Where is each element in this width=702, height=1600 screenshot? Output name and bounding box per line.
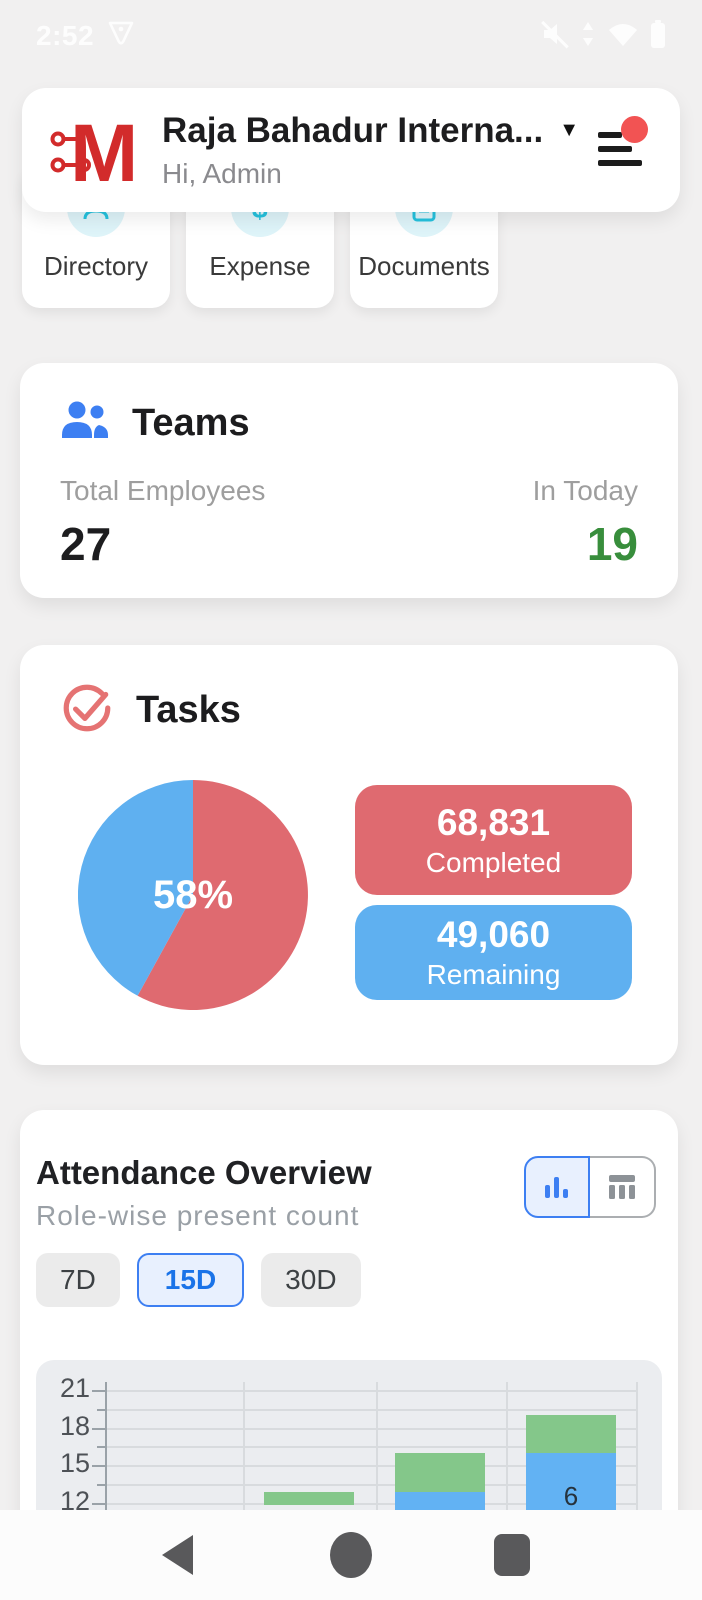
vpn-shield-icon [106,18,136,55]
bar-segment-green [264,1491,354,1505]
tasks-pie-chart [77,780,308,1010]
completed-pill: 68,831 Completed [355,785,632,895]
view-toggle [524,1156,656,1218]
h-gridline [105,1484,636,1487]
company-name: Raja Bahadur Interna... [162,110,544,150]
y-axis-label: 21 [59,1372,90,1403]
header-card: M Raja Bahadur Interna... ▼ Hi, Admin [22,88,680,212]
bar-chart-icon [545,1177,568,1198]
y-axis-line [105,1382,107,1512]
table-view-button[interactable] [590,1156,656,1218]
back-button[interactable] [162,1535,193,1575]
logo-circuit [50,129,91,173]
y-axis-label: 18 [59,1410,90,1441]
android-nav-bar [0,1510,702,1600]
attendance-title: Attendance Overview [36,1154,372,1191]
bar-segment-green [395,1452,485,1492]
table-icon [609,1175,635,1199]
status-time: 2:52 [36,20,95,51]
logo-m: M [70,108,138,195]
attendance-subtitle: Role-wise present count [36,1200,360,1231]
bar-chart-view-button[interactable] [524,1156,590,1218]
total-employees-stat: Total Employees 27 [60,475,265,571]
v-gridline [376,1382,378,1512]
v-gridline [506,1382,508,1512]
minor-tick [97,1446,105,1449]
remaining-pill: 49,060 Remaining [355,905,632,1000]
h-gridline [105,1408,636,1411]
action-label: Expense [209,251,311,281]
pie-percent-label: 58% [152,872,234,917]
bar-segment-green [526,1415,616,1453]
bar-segment-blue [395,1491,485,1512]
greeting-text: Hi, Admin [162,157,282,189]
tasks-check-icon [60,681,114,740]
attendance-card: Attendance Overview Role-wise present co… [20,1110,678,1600]
major-tick [92,1503,105,1505]
teams-title: Teams [132,402,250,444]
h-gridline [105,1446,636,1449]
bar-segment-label: 6 [563,1481,579,1512]
teams-people-icon [60,399,110,448]
menu-bar [598,132,622,138]
action-label: Documents [358,251,490,281]
action-label: Directory [43,251,148,281]
minor-tick [97,1408,105,1411]
company-selector[interactable]: Raja Bahadur Interna... ▼ Hi, Admin [162,111,598,190]
pie-slice-remaining [77,780,193,996]
status-bar: 2:52 [0,0,702,72]
menu-button[interactable] [598,116,648,168]
filter-7d[interactable]: 7D [36,1253,120,1307]
v-gridline [243,1382,245,1512]
teams-card: Teams Total Employees 27 In Today 19 [20,363,678,598]
volume-muted-icon [540,19,570,54]
home-button[interactable] [330,1532,372,1578]
in-today-value: 19 [586,518,638,570]
h-gridline [105,1427,636,1430]
y-axis-label: 15 [59,1448,90,1479]
wifi-icon [606,20,640,53]
chevron-down-icon: ▼ [559,119,580,141]
h-gridline [105,1389,636,1392]
filter-15d[interactable]: 15D [136,1253,245,1307]
tasks-title: Tasks [136,689,241,731]
y-axis-label: 12 [59,1485,90,1512]
total-employees-label: Total Employees [60,475,266,506]
total-employees-value: 27 [60,518,112,570]
menu-bar [598,160,642,166]
notification-badge [621,116,648,143]
completed-label: Completed [425,846,562,878]
recents-button[interactable] [494,1534,530,1576]
network-arrows-icon [580,19,596,54]
major-tick [92,1427,105,1430]
major-tick [92,1465,105,1468]
filter-30d[interactable]: 30D [261,1253,361,1307]
tasks-card: Tasks 58% 68,831 Completed 49,060 Remain… [20,645,678,1065]
remaining-label: Remaining [426,959,561,990]
v-gridline [636,1382,638,1512]
h-gridline [105,1503,636,1505]
app-logo: M [50,105,146,199]
in-today-stat: In Today 19 [533,475,638,571]
minor-tick [97,1484,105,1487]
completed-value: 68,831 [436,801,551,843]
remaining-value: 49,060 [436,914,551,955]
pie-slice-completed [137,780,308,1010]
attendance-chart-panel: 12 15 18 21 6 [36,1360,662,1512]
major-tick [92,1389,105,1392]
in-today-label: In Today [532,475,638,506]
range-filter-row: 7D 15D 30D [36,1253,361,1307]
battery-icon [650,19,666,54]
h-gridline [105,1465,636,1468]
bar-segment-blue [526,1452,616,1512]
menu-bar [598,146,632,152]
